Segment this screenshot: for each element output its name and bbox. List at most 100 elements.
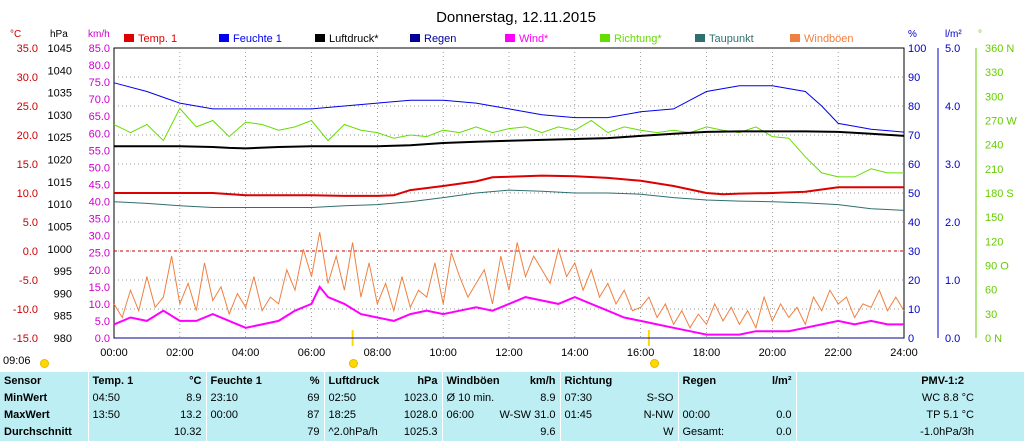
stats-row-label: Durchschnitt [0,423,89,441]
stats-cell: S-SO [646,391,674,404]
stats-header-feuchte-unit: % [309,374,320,387]
tick-label-wind: 30.0 [89,231,110,243]
tick-label-wind: 75.0 [89,77,110,89]
stats-row-avg: Durchschnitt 10.32 79 ^2.0hPa/h 1025.3 9.… [0,423,1024,441]
legend-swatch [124,34,134,42]
tick-label-temp: 35.0 [17,43,38,55]
stats-cell: -1.0hPa/3h [920,426,974,439]
legend-label: Regen [424,33,456,45]
stats-row-min: MinWert 04:50 8.9 23:10 69 02:50 1023.0 Ø 1… [0,389,1024,407]
tick-label-temp: -10.0 [13,304,38,316]
tick-label-x: 18:00 [693,347,721,359]
stats-row-label: MaxWert [0,406,89,424]
tick-label-pressure: 980 [54,333,72,345]
stats-header-row: Sensor Temp. 1 °C Feuchte 1% Luftdruck hPa… [0,372,1024,390]
tick-label-wind: 70.0 [89,94,110,106]
axis-unit-humidity: % [908,29,917,40]
tick-label-wind: 50.0 [89,162,110,174]
tick-label-x: 14:00 [561,347,589,359]
stats-cell: 8.9 [540,391,556,404]
series-line-luftdruck [114,130,905,150]
tick-label-wind: 20.0 [89,265,110,277]
tick-label-humidity: 60 [908,159,920,171]
tick-label-direction: 270 W [985,116,1017,128]
tick-label-wind: 60.0 [89,128,110,140]
stats-cell: WC 8.8 °C [921,391,974,404]
tick-label-wind: 15.0 [89,282,110,294]
tick-label-wind: 65.0 [89,111,110,123]
stats-cell: 00:00 [682,409,711,422]
stats-cell: 18:25 [328,409,357,422]
tick-label-pressure: 1020 [48,155,72,167]
axis-unit-rain: l/m² [945,29,962,40]
series-line-windben [113,232,905,330]
tick-label-rain: 1.0 [945,275,960,287]
axis-unit-temp: °C [10,29,21,40]
tick-label-humidity: 50 [908,188,920,200]
tick-label-temp: 15.0 [17,159,38,171]
stats-cell: 07:30 [564,391,593,404]
stats-cell: 87 [307,409,320,422]
tick-label-x: 08:00 [364,347,392,359]
tick-label-wind: 25.0 [89,248,110,260]
tick-label-humidity: 0 [908,333,914,345]
tick-label-direction: 210 [985,164,1003,176]
sun-icon [349,359,358,368]
axes: 35.0 30.0 25.0 20.0 15.0 10.0 5.0 0.0 -5.0 -10.0 -… [13,43,1017,359]
stats-cell: 69 [307,391,320,404]
tick-label-x: 10:00 [429,347,457,359]
tick-label-temp: 10.0 [17,188,38,200]
series-line-temp1 [114,174,904,197]
tick-label-humidity: 70 [908,130,920,142]
stats-cell: 10.32 [173,426,202,439]
axis-unit-labels: °C hPa km/h% l/m² ° [10,29,982,40]
tick-label-direction: 330 [985,67,1003,79]
tick-label-wind: 10.0 [89,299,110,311]
axis-unit-wind: km/h [88,29,110,40]
tick-label-pressure: 1035 [48,88,72,100]
legend-swatch [790,34,800,42]
tick-label-pressure: 990 [54,288,72,300]
stats-cell: 1025.3 [403,426,438,439]
tick-label-direction: 360 N [985,43,1014,55]
tick-label-direction: 30 [985,309,997,321]
legend-swatch [600,34,610,42]
tick-label-pressure: 1010 [48,199,72,211]
tick-label-humidity: 20 [908,275,920,287]
tick-label-rain: 0.0 [945,333,960,345]
tick-label-wind: 80.0 [89,60,110,72]
legend-swatch [315,34,325,42]
current-time-label: 09:06 [3,355,31,367]
tick-label-x: 12:00 [495,347,523,359]
stats-cell: 1028.0 [403,409,438,422]
legend-swatch [410,34,420,42]
stats-cell: 00:00 [210,409,239,422]
stats-header-luft: Luftdruck [328,374,380,387]
tick-label-pressure: 1015 [48,177,72,189]
legend: Temp. 1 Feuchte 1 Luftdruck* Regen Wind* Rich… [124,33,854,45]
chart-title: Donnerstag, 12.11.2015 [436,9,596,26]
stats-cell: 1023.0 [403,391,438,404]
stats-cell: N-NW [643,409,674,422]
stats-header-sensor: Sensor [0,372,89,390]
series-line-taupunkt [113,189,905,211]
stats-header-regen: Regen [682,374,717,387]
series-line-wind [113,284,904,336]
stats-cell: W-SW 31.0 [499,409,556,422]
legend-swatch [505,34,515,42]
stats-header-temp-unit: °C [189,374,202,387]
tick-label-temp: -5.0 [19,275,38,287]
legend-swatch [695,34,705,42]
tick-label-humidity: 90 [908,72,920,84]
stats-cell: 01:45 [564,409,593,422]
tick-label-temp: 20.0 [17,130,38,142]
stats-header-regen-unit: l/m² [771,374,792,387]
tick-label-humidity: 30 [908,246,920,258]
legend-swatch [219,34,229,42]
axis-unit-pressure: hPa [50,29,68,40]
stats-header-luft-unit: hPa [417,374,438,387]
stats-cell: 13:50 [92,409,121,422]
tick-label-direction: 240 [985,140,1003,152]
tick-label-wind: 85.0 [89,43,110,55]
legend-label: Richtung* [614,33,662,45]
